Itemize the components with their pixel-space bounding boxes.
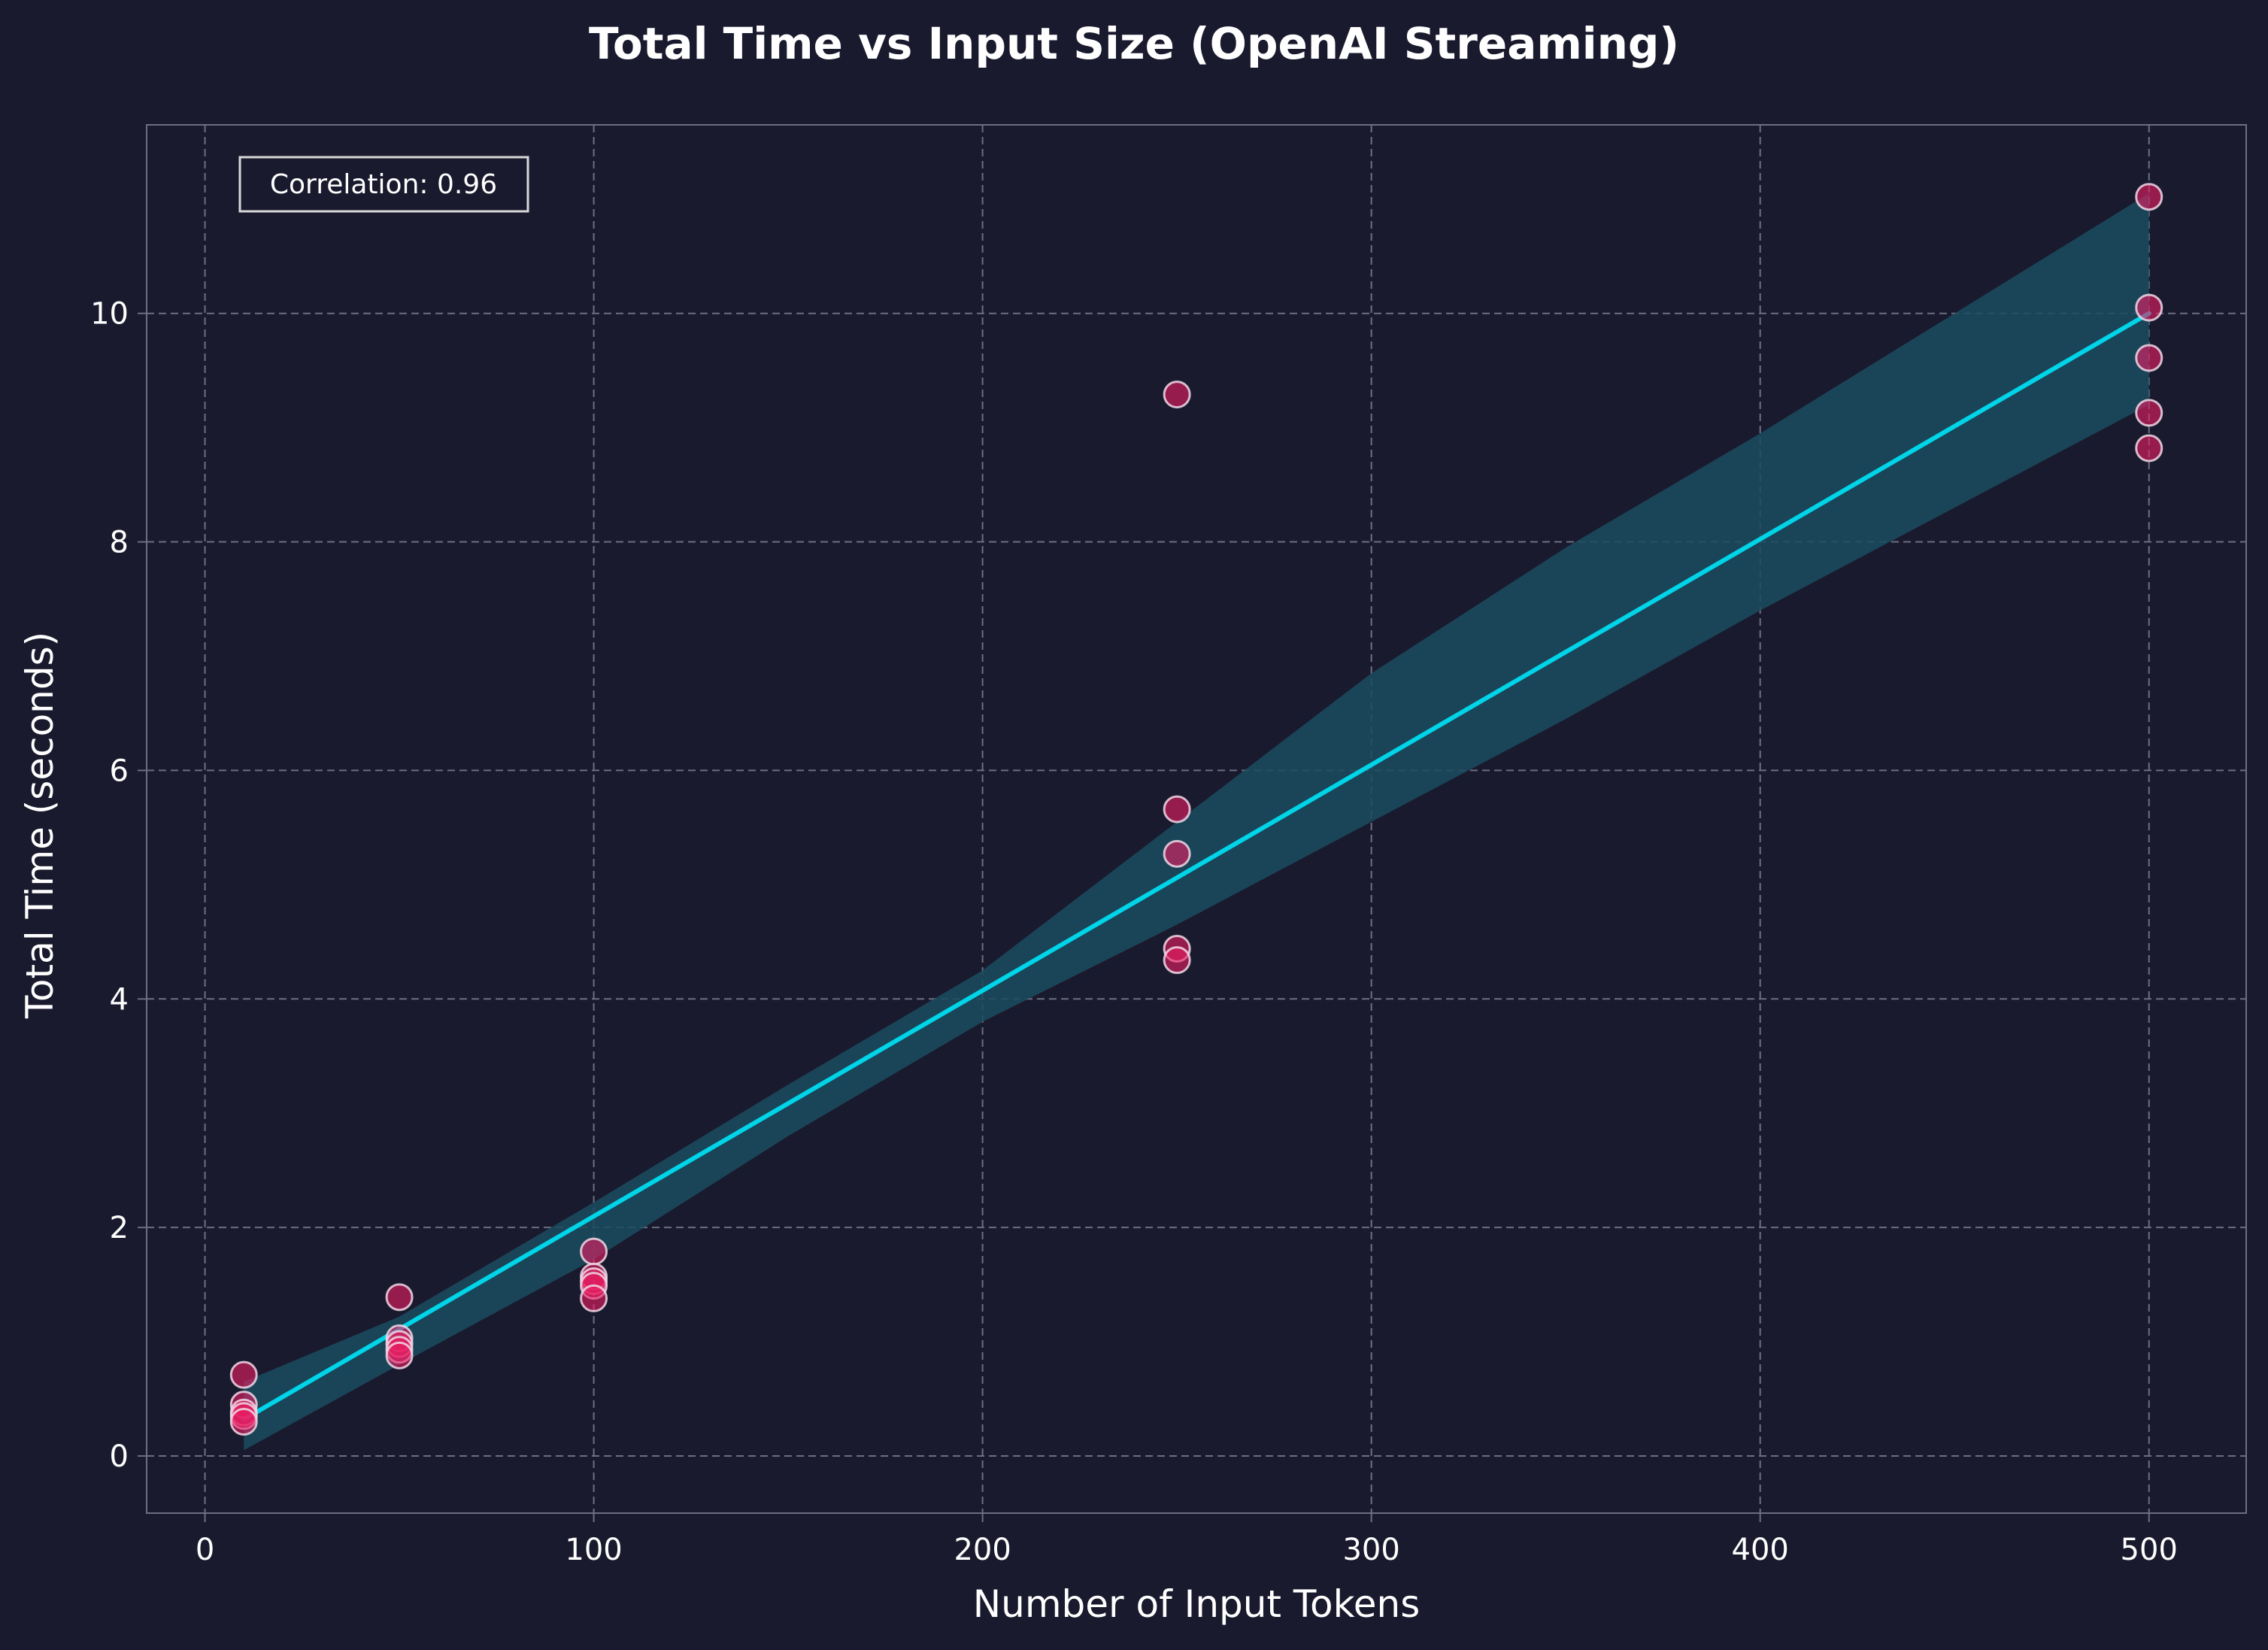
x-axis-label: Number of Input Tokens: [973, 1582, 1421, 1626]
scatter-points: [229, 183, 2163, 1436]
data-point: [229, 1360, 258, 1389]
data-point: [2135, 183, 2163, 211]
x-tick-label: 200: [954, 1533, 1011, 1567]
confidence-band: [244, 193, 2149, 1451]
data-point: [229, 1407, 258, 1436]
data-point: [2135, 434, 2163, 463]
regression-line-layer: [241, 311, 2151, 1422]
correlation-text: Correlation: 0.96: [270, 169, 497, 200]
y-tick-label: 6: [110, 754, 129, 788]
data-point: [2135, 399, 2163, 427]
axes-frame: [146, 124, 2247, 1514]
confidence-band-layer: [244, 193, 2149, 1451]
chart-title: Total Time vs Input Size (OpenAI Streami…: [589, 18, 1679, 69]
tick-labels: 0 100 200 300 400 500 0 2 4 6 8 10: [90, 297, 2178, 1567]
data-point: [385, 1283, 414, 1312]
x-tick-label: 300: [1342, 1533, 1399, 1567]
data-point: [1163, 839, 1191, 868]
data-point: [1163, 795, 1191, 823]
x-tick-label: 500: [2121, 1533, 2178, 1567]
x-tick-label: 400: [1732, 1533, 1789, 1567]
correlation-annotation: Correlation: 0.96: [238, 156, 529, 213]
regression-line: [241, 311, 2151, 1422]
data-point: [1163, 381, 1191, 409]
data-point: [2135, 293, 2163, 322]
plot-frame: [146, 124, 2247, 1514]
data-point: [385, 1341, 414, 1369]
x-tick-label: 100: [565, 1533, 622, 1567]
data-point: [580, 1284, 608, 1312]
y-tick-label: 2: [110, 1211, 129, 1245]
y-axis-label: Total Time (seconds): [18, 632, 62, 1019]
y-tick-label: 8: [110, 526, 129, 560]
y-tick-label: 10: [90, 297, 129, 332]
data-point: [2135, 344, 2163, 372]
x-tick-label: 0: [196, 1533, 214, 1567]
data-point: [580, 1237, 608, 1266]
data-point: [1163, 946, 1191, 975]
y-tick-label: 0: [110, 1439, 129, 1474]
y-tick-label: 4: [110, 982, 129, 1017]
